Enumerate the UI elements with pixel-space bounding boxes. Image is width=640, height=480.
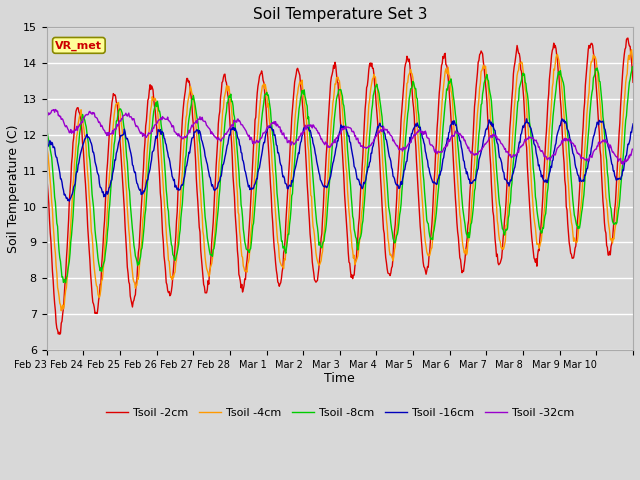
Tsoil -32cm <box>43 114 51 120</box>
Tsoil -8cm <box>79 114 87 120</box>
Tsoil -16cm <box>43 148 51 154</box>
Tsoil -8cm <box>417 141 425 147</box>
Line: Tsoil -16cm: Tsoil -16cm <box>47 119 633 201</box>
Tsoil -16cm <box>65 198 73 204</box>
Tsoil -2cm <box>624 35 632 41</box>
Text: VR_met: VR_met <box>56 40 102 50</box>
Tsoil -8cm <box>43 132 51 138</box>
Tsoil -32cm <box>384 130 392 136</box>
Tsoil -32cm <box>79 116 87 121</box>
Tsoil -4cm <box>548 84 556 90</box>
Tsoil -32cm <box>399 144 407 150</box>
Tsoil -16cm <box>523 116 531 122</box>
Tsoil -8cm <box>548 123 556 129</box>
Tsoil -2cm <box>399 86 407 92</box>
Line: Tsoil -8cm: Tsoil -8cm <box>47 67 633 283</box>
Tsoil -2cm <box>79 146 87 152</box>
Tsoil -2cm <box>548 48 556 53</box>
Legend: Tsoil -2cm, Tsoil -4cm, Tsoil -8cm, Tsoil -16cm, Tsoil -32cm: Tsoil -2cm, Tsoil -4cm, Tsoil -8cm, Tsoi… <box>101 404 578 423</box>
Tsoil -2cm <box>488 195 496 201</box>
Title: Soil Temperature Set 3: Soil Temperature Set 3 <box>253 7 427 22</box>
Tsoil -16cm <box>399 173 407 179</box>
Tsoil -8cm <box>629 64 637 70</box>
Tsoil -4cm <box>629 60 637 66</box>
Line: Tsoil -2cm: Tsoil -2cm <box>47 38 633 335</box>
Tsoil -32cm <box>52 107 60 112</box>
Tsoil -16cm <box>488 123 496 129</box>
Tsoil -32cm <box>619 162 627 168</box>
Tsoil -32cm <box>488 134 496 140</box>
Tsoil -4cm <box>58 308 65 313</box>
Tsoil -2cm <box>417 231 425 237</box>
Tsoil -2cm <box>43 168 51 174</box>
Tsoil -8cm <box>488 108 496 114</box>
Tsoil -32cm <box>629 146 637 152</box>
Tsoil -32cm <box>548 153 556 158</box>
Tsoil -4cm <box>43 139 51 144</box>
Tsoil -4cm <box>417 180 425 186</box>
Tsoil -16cm <box>629 121 637 127</box>
Tsoil -4cm <box>79 121 87 127</box>
Tsoil -2cm <box>629 79 637 85</box>
Tsoil -2cm <box>56 332 63 337</box>
Tsoil -4cm <box>628 47 636 53</box>
Tsoil -16cm <box>79 141 87 147</box>
Tsoil -2cm <box>384 270 392 276</box>
Tsoil -4cm <box>488 137 496 143</box>
Tsoil -16cm <box>384 145 392 151</box>
Tsoil -4cm <box>384 235 392 241</box>
Tsoil -8cm <box>384 192 392 197</box>
Line: Tsoil -32cm: Tsoil -32cm <box>47 109 633 165</box>
Tsoil -16cm <box>417 129 425 135</box>
Tsoil -32cm <box>417 130 425 135</box>
Tsoil -8cm <box>399 169 407 175</box>
Tsoil -4cm <box>399 136 407 142</box>
Y-axis label: Soil Temperature (C): Soil Temperature (C) <box>7 124 20 253</box>
Tsoil -16cm <box>549 157 557 163</box>
X-axis label: Time: Time <box>324 372 355 385</box>
Tsoil -8cm <box>62 280 70 286</box>
Line: Tsoil -4cm: Tsoil -4cm <box>47 50 633 311</box>
